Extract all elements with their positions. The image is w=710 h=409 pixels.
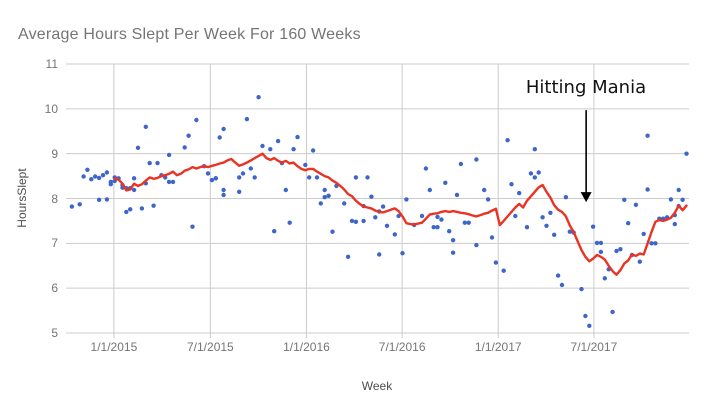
y-tick-label: 11 [45, 57, 58, 71]
x-tick-label: 1/1/2016 [283, 340, 330, 354]
annotation-down-arrow-icon [580, 110, 592, 203]
y-tick-label: 8 [51, 191, 58, 206]
x-tick-label: 1/1/2017 [474, 340, 522, 354]
y-tick-label: 10 [44, 101, 58, 116]
trend-line [113, 152, 688, 276]
chart-title: Average Hours Slept Per Week For 160 Wee… [18, 26, 361, 43]
y-tick-label: 6 [51, 281, 58, 296]
x-axis-title: Week [361, 379, 393, 393]
gridlines [66, 63, 689, 338]
annotation-label: Hitting Mania [525, 77, 647, 98]
x-tick-label: 7/1/2015 [187, 340, 234, 354]
x-tick-label: 1/1/2015 [90, 340, 138, 354]
x-tick-label: 7/1/2017 [570, 340, 618, 354]
y-tick-label: 7 [51, 236, 58, 251]
y-tick-label: 9 [51, 146, 58, 161]
y-tick-label: 5 [51, 326, 58, 340]
x-tick-label: 7/1/2016 [378, 340, 426, 354]
